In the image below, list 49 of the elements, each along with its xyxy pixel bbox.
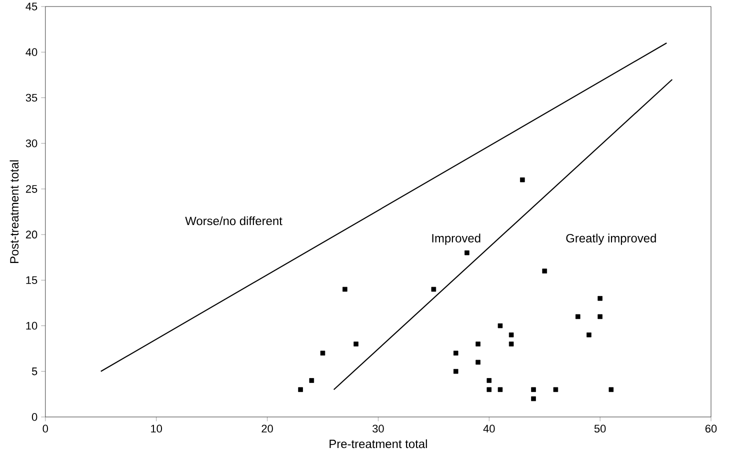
point	[608, 387, 614, 392]
y-axis-title: Post-treatment total	[10, 160, 19, 263]
point	[598, 296, 602, 301]
y-tick-label: 20	[26, 230, 38, 238]
y-tick-label: 45	[26, 2, 38, 10]
x-tick-label: 50	[594, 424, 606, 432]
y-tick-label: 5	[32, 367, 38, 376]
point	[476, 360, 480, 364]
y-tick-label: 30	[26, 139, 38, 148]
x-tick-label: 30	[372, 424, 384, 432]
x-tick-label: 10	[151, 424, 162, 432]
point	[553, 387, 558, 392]
point	[354, 341, 358, 346]
point	[498, 323, 503, 328]
point	[320, 350, 326, 356]
x-tick-label: 20	[262, 424, 273, 432]
y-tick-label: 35	[26, 94, 38, 102]
point	[542, 268, 547, 274]
point	[575, 314, 580, 319]
point	[498, 387, 503, 392]
point	[598, 314, 602, 319]
point	[342, 286, 348, 292]
point	[476, 341, 480, 346]
x-axis-title: Pre-treatment total	[330, 439, 427, 448]
point	[508, 341, 514, 346]
point	[453, 368, 458, 374]
point	[298, 387, 303, 392]
y-tick-label: 25	[26, 184, 38, 193]
point	[431, 286, 436, 292]
y-tick-label: 10	[26, 322, 38, 330]
point	[531, 396, 536, 401]
point	[486, 387, 492, 392]
point	[309, 378, 314, 383]
y-tick-label: 15	[26, 276, 38, 284]
point	[531, 387, 536, 392]
annotation: Worse/no different	[185, 216, 282, 225]
y-tick-label: 40	[26, 48, 38, 56]
point	[464, 250, 470, 256]
x-tick-label: 60	[705, 424, 717, 432]
x-tick-label: 40	[483, 424, 495, 432]
point	[508, 332, 514, 338]
x-tick-label: 0	[42, 424, 48, 432]
point	[453, 350, 458, 356]
y-tick-label: 0	[32, 412, 38, 421]
annotation: Greatly improved	[566, 234, 656, 245]
point	[586, 332, 592, 338]
annotation: Improved	[432, 234, 480, 245]
point	[486, 378, 492, 383]
point	[520, 177, 525, 182]
